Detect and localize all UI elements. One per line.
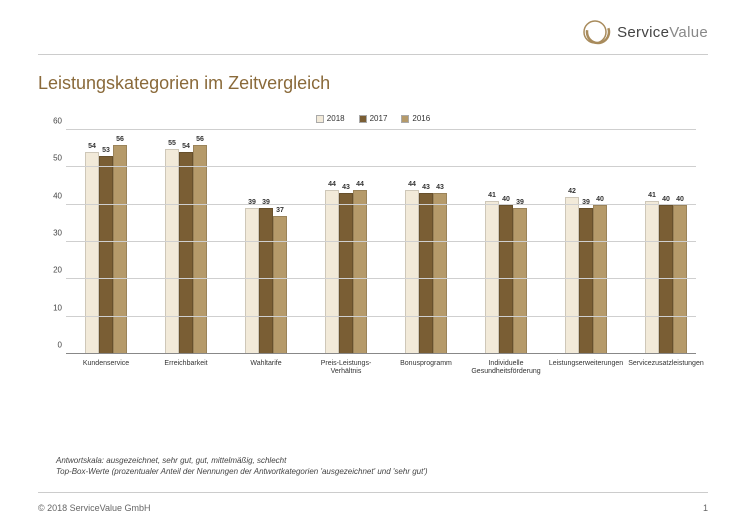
legend-label: 2016 xyxy=(412,114,430,123)
bar-group: 393937Wahltarife xyxy=(245,130,287,354)
copyright: © 2018 ServiceValue GmbH xyxy=(38,503,151,513)
legend-item: 2016 xyxy=(401,114,430,123)
bar-value-label: 41 xyxy=(646,192,658,199)
brand-name-part1: Service xyxy=(617,24,669,41)
category-label: Kundenservice xyxy=(68,360,144,368)
bar-value-label: 40 xyxy=(594,196,606,203)
legend-swatch xyxy=(316,115,324,123)
logo-icon xyxy=(581,18,611,46)
legend-item: 2018 xyxy=(316,114,345,123)
x-axis xyxy=(66,353,696,354)
bar: 43 xyxy=(433,193,447,354)
page-title: Leistungskategorien im Zeitvergleich xyxy=(38,73,708,94)
brand-name-part2: Value xyxy=(669,24,708,41)
bar: 44 xyxy=(325,190,339,354)
y-tick-label: 0 xyxy=(48,341,62,350)
header-divider xyxy=(38,54,708,55)
bar-value-label: 56 xyxy=(114,136,126,143)
bar-group: 414039Individuelle Gesundheitsförderung xyxy=(485,130,527,354)
bar-value-label: 41 xyxy=(486,192,498,199)
category-label: Bonusprogramm xyxy=(388,360,464,368)
bar: 42 xyxy=(565,197,579,354)
category-label: Individuelle Gesundheitsförderung xyxy=(468,360,544,376)
bar-value-label: 40 xyxy=(500,196,512,203)
bar-value-label: 44 xyxy=(354,181,366,188)
legend-item: 2017 xyxy=(359,114,388,123)
bar-value-label: 53 xyxy=(100,147,112,154)
gridline xyxy=(66,241,696,242)
bar: 43 xyxy=(339,193,353,354)
category-label: Wahltarife xyxy=(228,360,304,368)
bar-group: 545356Kundenservice xyxy=(85,130,127,354)
y-tick-label: 30 xyxy=(48,229,62,238)
bar-group: 555456Erreichbarkeit xyxy=(165,130,207,354)
footnote-line-1: Antwortskala: ausgezeichnet, sehr gut, g… xyxy=(56,455,708,466)
legend-label: 2018 xyxy=(327,114,345,123)
bar: 54 xyxy=(85,152,99,354)
y-tick-label: 40 xyxy=(48,191,62,200)
header: ServiceValue xyxy=(38,12,708,52)
brand-logo: ServiceValue xyxy=(581,18,708,46)
footnotes: Antwortskala: ausgezeichnet, sehr gut, g… xyxy=(56,455,708,477)
bar: 43 xyxy=(419,193,433,354)
bar-value-label: 54 xyxy=(180,143,192,150)
gridline xyxy=(66,129,696,130)
bar: 39 xyxy=(579,208,593,354)
bar: 55 xyxy=(165,149,179,354)
bar: 53 xyxy=(99,156,113,354)
bar-group: 423940Leistungserweiterungen xyxy=(565,130,607,354)
legend-swatch xyxy=(359,115,367,123)
brand-name: ServiceValue xyxy=(617,24,708,41)
footer: © 2018 ServiceValue GmbH 1 xyxy=(38,503,708,513)
bar: 44 xyxy=(353,190,367,354)
y-tick-label: 50 xyxy=(48,154,62,163)
bar-value-label: 37 xyxy=(274,207,286,214)
bar-value-label: 43 xyxy=(340,184,352,191)
bar-value-label: 44 xyxy=(406,181,418,188)
legend-label: 2017 xyxy=(370,114,388,123)
y-tick-label: 20 xyxy=(48,266,62,275)
y-tick-label: 60 xyxy=(48,117,62,126)
bar-group: 414040Servicezusatzleistungen xyxy=(645,130,687,354)
bar-value-label: 40 xyxy=(660,196,672,203)
bars-layer: 545356Kundenservice 555456Erreichbarkeit 3… xyxy=(66,130,696,354)
bar-value-label: 56 xyxy=(194,136,206,143)
category-label: Preis-Leistungs-Verhältnis xyxy=(308,360,384,376)
chart: 201820172016 545356Kundenservice555456Er… xyxy=(46,114,700,394)
chart-plot: 545356Kundenservice 555456Erreichbarkeit 3… xyxy=(66,130,696,354)
bar-value-label: 43 xyxy=(420,184,432,191)
footer-divider xyxy=(38,492,708,493)
legend-swatch xyxy=(401,115,409,123)
bar: 39 xyxy=(513,208,527,354)
bar: 56 xyxy=(113,145,127,354)
page-number: 1 xyxy=(703,503,708,513)
bar: 39 xyxy=(259,208,273,354)
footnote-line-2: Top-Box-Werte (prozentualer Anteil der N… xyxy=(56,466,708,477)
bar-value-label: 42 xyxy=(566,188,578,195)
gridline xyxy=(66,278,696,279)
bar: 39 xyxy=(245,208,259,354)
bar: 37 xyxy=(273,216,287,354)
y-tick-label: 10 xyxy=(48,303,62,312)
category-label: Erreichbarkeit xyxy=(148,360,224,368)
bar-value-label: 43 xyxy=(434,184,446,191)
bar-value-label: 44 xyxy=(326,181,338,188)
bar: 44 xyxy=(405,190,419,354)
category-label: Servicezusatzleistungen xyxy=(628,360,704,368)
gridline xyxy=(66,204,696,205)
bar-value-label: 40 xyxy=(674,196,686,203)
chart-legend: 2018 2017 2016 xyxy=(46,114,700,123)
gridline xyxy=(66,166,696,167)
bar-value-label: 55 xyxy=(166,140,178,147)
bar-group: 444344Preis-Leistungs-Verhältnis xyxy=(325,130,367,354)
gridline xyxy=(66,316,696,317)
bar-group: 444343Bonusprogramm xyxy=(405,130,447,354)
category-label: Leistungserweiterungen xyxy=(548,360,624,368)
bar-value-label: 54 xyxy=(86,143,98,150)
bar: 54 xyxy=(179,152,193,354)
bar: 56 xyxy=(193,145,207,354)
